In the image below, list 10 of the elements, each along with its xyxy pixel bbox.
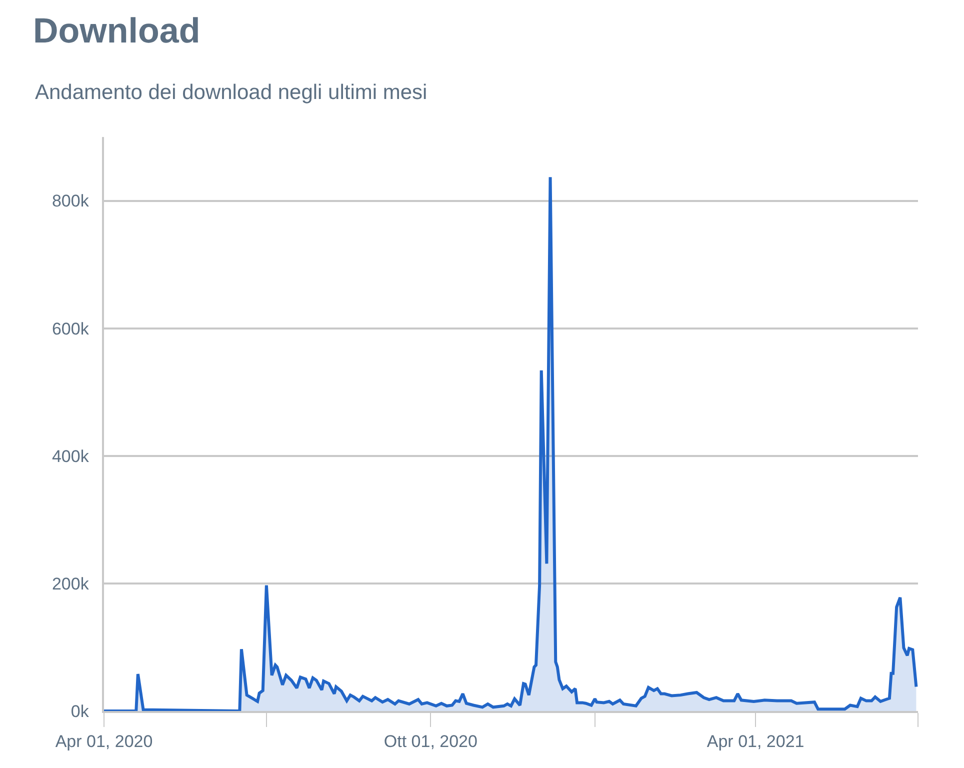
x-tick-label: Apr 01, 2020 (55, 732, 153, 752)
y-tick-label: 600k (52, 319, 90, 338)
x-tick-label: Ott 01, 2020 (384, 732, 478, 752)
x-tick-label: Apr 01, 2021 (706, 732, 804, 752)
chart-title: Download (33, 11, 200, 50)
y-tick-label: 200k (52, 574, 90, 594)
chart-subtitle: Andamento dei download negli ultimi mesi (35, 81, 428, 104)
y-tick-label: 0k (70, 702, 90, 721)
y-tick-label: 800k (52, 192, 90, 211)
y-tick-label: 400k (52, 446, 90, 466)
